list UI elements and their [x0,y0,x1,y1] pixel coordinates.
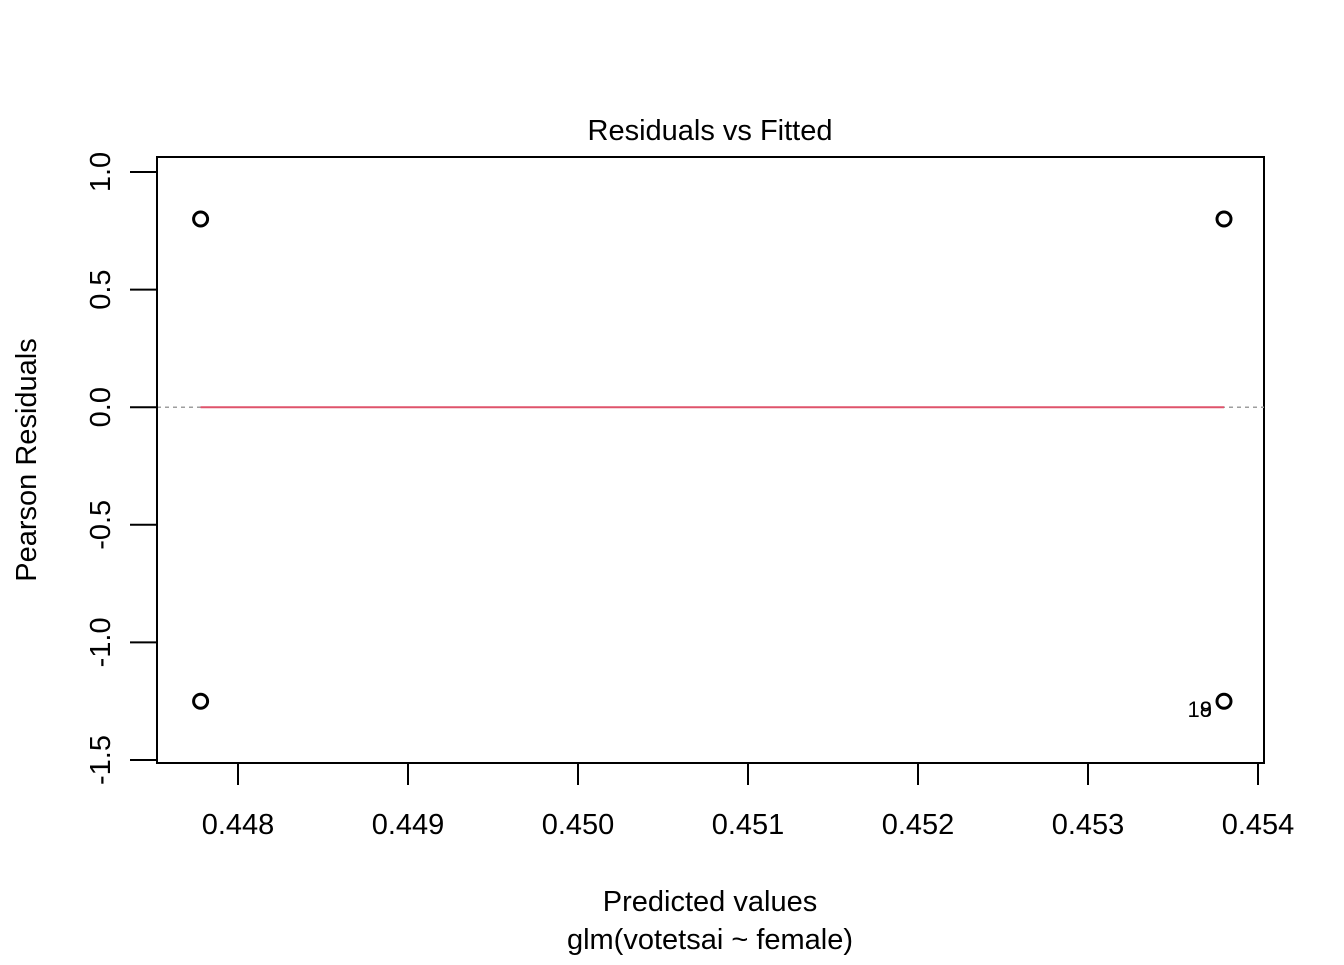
x-tick-label-1: 0.449 [372,809,445,841]
x-tick-label-3: 0.451 [712,809,785,841]
data-point-0 [192,210,210,228]
x-axis: 0.448 0.449 0.450 0.451 0.452 0.453 0.454 [202,762,1295,841]
model-formula-label: glm(votetsai ~ female) [567,924,853,956]
data-point-1 [192,692,210,710]
point-label-layer: 189 [1188,697,1212,722]
x-tick-label-5: 0.453 [1052,809,1125,841]
x-tick-label-2: 0.450 [542,809,615,841]
y-axis: -1.5 -1.0 -0.5 0.0 0.5 1.0 [85,152,158,785]
y-tick-label-1: -1.0 [85,617,117,667]
chart-title: Residuals vs Fitted [588,115,833,147]
y-tick-label-4: 0.5 [85,269,117,309]
x-tick-label-0: 0.448 [202,809,275,841]
x-axis-label: Predicted values [603,886,817,918]
point-label-1: 9 [1200,697,1212,722]
plot-frame [156,156,1265,764]
data-point-3 [1215,692,1233,710]
data-point-2 [1215,210,1233,228]
x-tick-label-6: 0.454 [1222,809,1295,841]
points-layer [192,210,1233,710]
y-tick-label-0: -1.5 [85,735,117,785]
y-tick-label-2: -0.5 [85,500,117,550]
y-tick-label-5: 1.0 [85,152,117,192]
x-tick-label-4: 0.452 [882,809,955,841]
point-label-0: 18 [1188,697,1212,722]
y-axis-label: Pearson Residuals [11,338,43,581]
y-tick-label-3: 0.0 [85,387,117,427]
